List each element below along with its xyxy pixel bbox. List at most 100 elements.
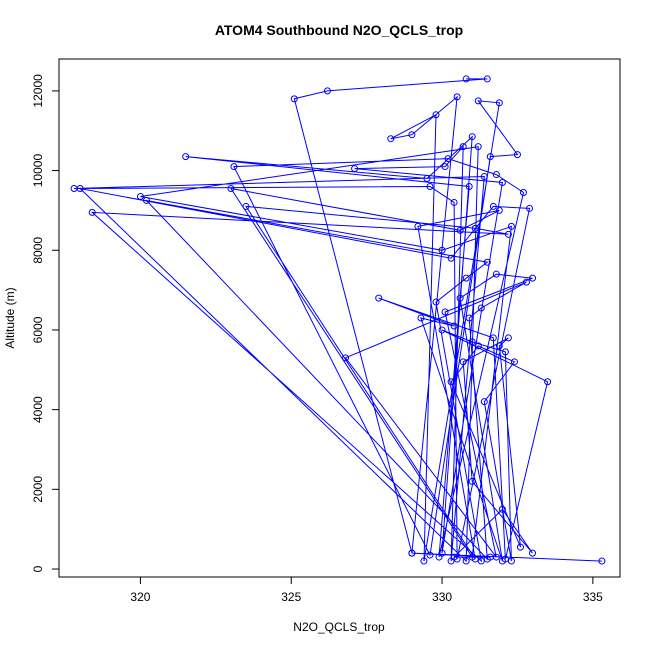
data-point xyxy=(477,557,485,565)
data-point xyxy=(432,111,440,119)
data-point xyxy=(495,206,503,214)
data-point xyxy=(462,274,470,282)
data-point xyxy=(486,153,494,161)
data-point xyxy=(504,334,512,342)
data-point xyxy=(323,87,331,95)
data-point xyxy=(432,298,440,306)
data-point xyxy=(136,192,144,200)
data-point xyxy=(456,294,464,302)
data-point xyxy=(76,185,84,192)
data-point xyxy=(441,163,449,171)
data-point xyxy=(142,196,150,204)
data-point xyxy=(462,557,470,565)
series-points xyxy=(70,75,606,565)
x-tick-label: 335 xyxy=(583,590,603,604)
data-point xyxy=(501,348,509,356)
data-point xyxy=(456,226,464,234)
data-point xyxy=(408,131,416,139)
data-point xyxy=(242,202,250,210)
data-point xyxy=(468,477,476,485)
data-point xyxy=(465,183,473,191)
data-point xyxy=(468,133,476,141)
data-point xyxy=(408,549,416,557)
data-point xyxy=(492,270,500,278)
data-point xyxy=(438,549,446,557)
x-axis: 320 325 330 335 xyxy=(130,576,603,604)
data-point xyxy=(465,314,473,322)
data-point xyxy=(453,93,461,101)
data-point xyxy=(426,183,434,191)
data-point xyxy=(492,171,500,179)
data-point xyxy=(507,557,515,565)
data-point xyxy=(507,222,515,230)
data-point xyxy=(519,188,527,196)
data-point xyxy=(453,555,461,563)
data-point xyxy=(459,143,467,151)
data-point xyxy=(459,358,467,366)
data-point xyxy=(342,354,350,362)
data-point xyxy=(498,505,506,513)
data-point xyxy=(462,75,470,83)
y-tick-label: 12000 xyxy=(31,74,45,108)
x-tick-label: 320 xyxy=(130,590,150,604)
data-point xyxy=(529,274,537,282)
data-point xyxy=(182,153,190,161)
y-tick-label: 8000 xyxy=(31,237,45,264)
data-point xyxy=(501,555,509,563)
data-point xyxy=(483,258,491,266)
plot-frame xyxy=(58,58,621,578)
data-point xyxy=(471,555,479,563)
series-lines xyxy=(74,78,602,563)
series-line xyxy=(74,78,602,563)
y-axis: 0 2000 4000 6000 8000 10000 12000 xyxy=(31,74,60,572)
data-point xyxy=(474,143,482,151)
data-point xyxy=(483,75,491,83)
y-tick-label: 0 xyxy=(31,565,45,572)
data-point xyxy=(230,163,238,171)
x-axis-label: N2O_QCLS_trop xyxy=(293,620,385,634)
data-point xyxy=(426,551,434,559)
data-point xyxy=(438,326,446,334)
data-point xyxy=(447,378,455,386)
data-point xyxy=(447,254,455,262)
data-point xyxy=(544,378,552,386)
x-tick-label: 325 xyxy=(281,590,301,604)
y-tick-label: 10000 xyxy=(31,154,45,188)
data-point xyxy=(450,198,458,206)
data-point xyxy=(88,208,96,216)
data-point xyxy=(529,549,537,557)
y-tick-label: 2000 xyxy=(31,476,45,503)
x-tick-label: 330 xyxy=(432,590,452,604)
data-point xyxy=(526,204,534,212)
chart-title: ATOM4 Southbound N2O_QCLS_trop xyxy=(215,22,463,38)
data-point xyxy=(351,165,359,173)
data-point xyxy=(480,398,488,406)
data-point xyxy=(447,557,455,565)
data-point xyxy=(513,151,521,159)
data-point xyxy=(516,543,524,551)
data-point xyxy=(495,342,503,350)
data-point xyxy=(510,358,518,366)
y-axis-label: Altitude (m) xyxy=(3,287,17,348)
y-tick-label: 6000 xyxy=(31,316,45,343)
data-point xyxy=(387,135,395,143)
data-point xyxy=(290,95,298,103)
data-point xyxy=(598,557,606,565)
data-point xyxy=(495,99,503,107)
data-point xyxy=(477,304,485,312)
data-point xyxy=(417,314,425,322)
data-point xyxy=(420,557,428,565)
data-point xyxy=(441,308,449,316)
data-point xyxy=(227,185,235,192)
data-point xyxy=(504,230,512,238)
data-point xyxy=(438,246,446,254)
data-point xyxy=(450,322,458,330)
data-point xyxy=(471,224,479,232)
data-point xyxy=(414,222,422,230)
data-point xyxy=(468,338,476,346)
data-point xyxy=(480,173,488,181)
data-point xyxy=(483,555,491,563)
data-point xyxy=(444,155,452,163)
data-point xyxy=(523,278,530,286)
